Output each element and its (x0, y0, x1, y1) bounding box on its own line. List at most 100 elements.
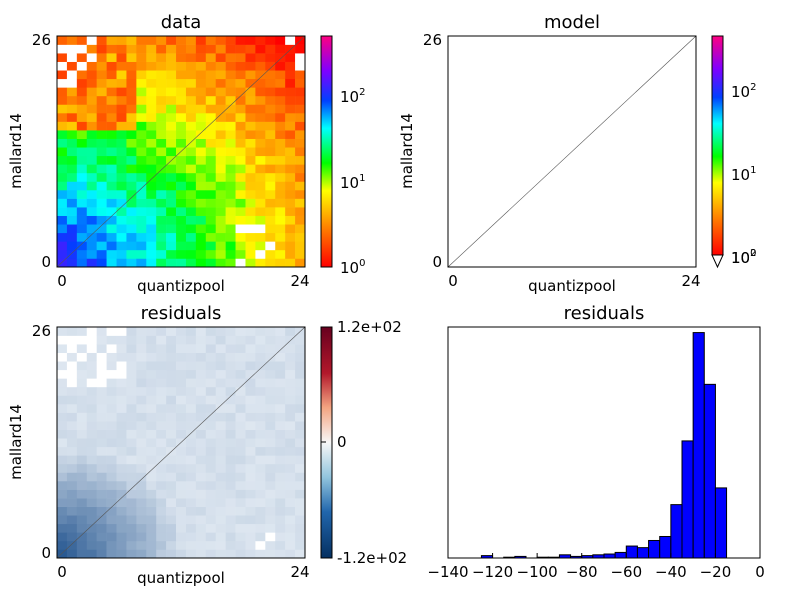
data-heatmap-cell (195, 172, 207, 182)
data-heatmap-cell (245, 164, 256, 174)
residuals-heatmap-cell (57, 446, 68, 456)
data-heatmap-cell (76, 78, 88, 88)
residuals-heatmap-cell (86, 472, 97, 482)
data-heatmap-cell (205, 215, 217, 225)
data-heatmap-cell (235, 104, 246, 114)
data-heatmap-cell (245, 232, 256, 242)
data-heatmap-cell (265, 87, 276, 97)
residuals-heatmap-cell (76, 361, 88, 371)
data-heatmap-cell (156, 172, 167, 182)
residuals-heatmap-cell (96, 438, 107, 448)
data-heatmap-cell (195, 53, 207, 62)
data-heatmap-cell (295, 70, 306, 80)
residuals-ytick-26: 26 (32, 322, 51, 340)
data-heatmap-cell (57, 181, 68, 191)
residuals-heatmap-cell (285, 549, 296, 559)
data-heatmap-cell (116, 232, 127, 242)
residuals-heatmap-cell (195, 369, 207, 379)
data-heatmap-cell (255, 113, 266, 122)
residuals-heatmap-cell (136, 378, 147, 388)
data-heatmap-cell (66, 87, 78, 97)
histogram-bar (681, 440, 694, 559)
data-heatmap-cell (76, 44, 88, 54)
residuals-heatmap-cell (136, 344, 147, 353)
residuals-heatmap-cell (215, 463, 226, 473)
residuals-heatmap-cell (146, 412, 157, 422)
residuals-heatmap-cell (57, 369, 68, 379)
data-heatmap-cell (156, 207, 167, 216)
data-heatmap-cell (106, 258, 117, 268)
residuals-heatmap-cell (106, 540, 117, 550)
data-heatmap-cell (295, 113, 306, 122)
data-heatmap-cell (295, 104, 306, 114)
residuals-heatmap-cell (146, 378, 157, 388)
residuals-heatmap-cell (245, 327, 256, 336)
residuals-heatmap-cell (146, 472, 157, 482)
data-heatmap-cell (96, 95, 107, 105)
data-heatmap-cell (106, 224, 117, 234)
data-heatmap-cell (146, 198, 157, 208)
residuals-heatmap-cell (195, 498, 207, 507)
data-heatmap-cell (185, 95, 197, 105)
residuals-heatmap-cell (285, 540, 296, 550)
data-heatmap-cell (176, 241, 187, 251)
residuals-heatmap-cell (205, 540, 217, 550)
residuals-heatmap-cell (57, 421, 68, 430)
data-heatmap-cell (136, 232, 147, 242)
data-heatmap-cell (156, 87, 167, 97)
data-heatmap-cell (136, 155, 147, 165)
histogram-xtick-label: −100 (517, 563, 558, 581)
data-heatmap-cell (156, 198, 167, 208)
residuals-heatmap-cell (156, 429, 167, 439)
histogram-xtick-label: −60 (610, 563, 642, 581)
data-heatmap-cell (57, 215, 68, 225)
data-heatmap-cell (255, 78, 266, 88)
data-heatmap-cell (146, 241, 157, 251)
data-heatmap-cell (106, 130, 117, 139)
residuals-heatmap-cell (166, 489, 177, 499)
residuals-heatmap-cell (235, 446, 246, 456)
data-heatmap-cell (136, 130, 147, 139)
data-heatmap-cell (295, 155, 306, 165)
data-heatmap-cell (235, 232, 246, 242)
data-heatmap-cell (86, 198, 97, 208)
data-heatmap-cell (295, 215, 306, 225)
residuals-heatmap-cell (136, 472, 147, 482)
data-heatmap-cell (57, 104, 68, 114)
data-heatmap-cell (265, 172, 276, 182)
residuals-heatmap-cell (136, 515, 147, 525)
residuals-heatmap-cell (166, 463, 177, 473)
data-heatmap-cell (96, 249, 107, 259)
residuals-heatmap-cell (96, 489, 107, 499)
residuals-heatmap-cell (76, 532, 88, 542)
residuals-heatmap-cell (66, 506, 78, 516)
data-heatmap-cell (106, 61, 117, 71)
residuals-heatmap-cell (66, 327, 78, 336)
residuals-heatmap-cell (96, 378, 107, 388)
data-heatmap-cell (86, 190, 97, 199)
residuals-heatmap-cell (265, 498, 276, 507)
data-heatmap-cell (156, 147, 167, 157)
data-heatmap-cell (295, 164, 306, 174)
data-heatmap-cell (86, 130, 97, 139)
residuals-heatmap-cell (255, 446, 266, 456)
residuals-heatmap-cell (255, 369, 266, 379)
residuals-heatmap-cell (255, 335, 266, 345)
residuals-heatmap-cell (146, 506, 157, 516)
residuals-heatmap-cell (265, 429, 276, 439)
data-heatmap-cell (96, 78, 107, 88)
data-heatmap-cell (176, 258, 187, 268)
data-heatmap-cell (205, 249, 217, 259)
data-heatmap-cell (265, 181, 276, 191)
residuals-heatmap-cell (146, 352, 157, 362)
data-heatmap-cell (285, 138, 296, 148)
data-heatmap-cell (185, 232, 197, 242)
data-heatmap-cell (156, 224, 167, 234)
residuals-heatmap-cell (245, 498, 256, 507)
residuals-heatmap-cell (185, 412, 197, 422)
residuals-cbar-label-top: 1.2e+02 (337, 318, 402, 336)
data-heatmap-cell (106, 207, 117, 216)
residuals-heatmap-cell (176, 549, 187, 559)
data-heatmap-cell (146, 147, 157, 157)
data-heatmap-cell (76, 190, 88, 199)
